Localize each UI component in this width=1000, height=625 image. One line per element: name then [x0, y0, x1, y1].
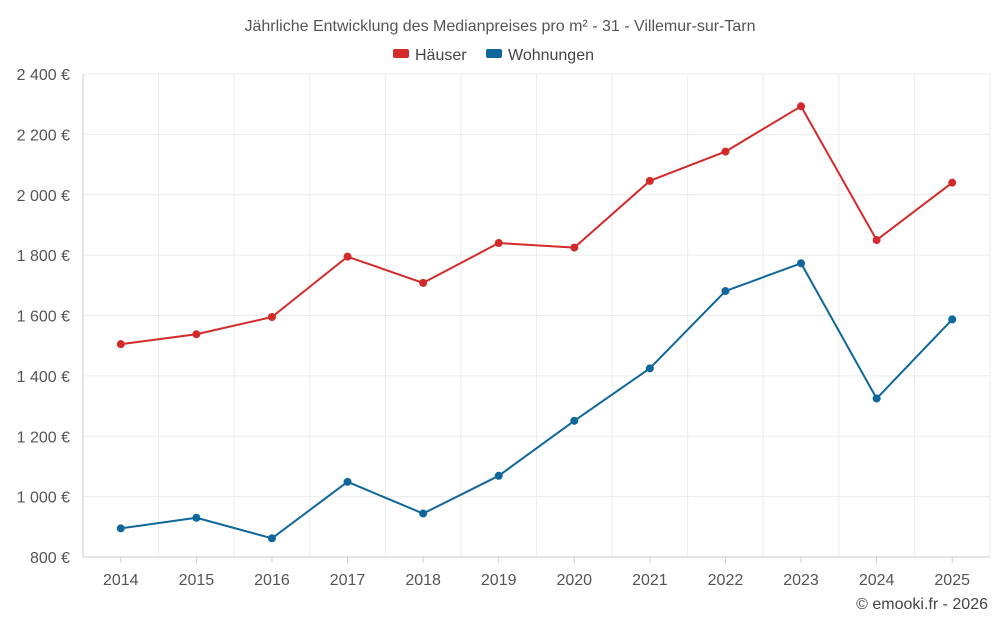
series-line-haeuser — [120, 105, 953, 346]
axes: 800 € 1 000 € 1 200 € 1 400 € 1 600 € 1 800 €… — [17, 67, 990, 589]
legend-label-haeuser: Häuser — [415, 47, 467, 64]
data-point-wohnungen[interactable] — [948, 315, 957, 324]
data-point-haeuser[interactable] — [721, 147, 730, 156]
y-tick-label: 2 200 € — [17, 127, 70, 144]
data-point-wohnungen[interactable] — [645, 364, 654, 373]
data-point-wohnungen[interactable] — [116, 524, 125, 533]
data-point-haeuser[interactable] — [948, 178, 957, 187]
grid — [83, 73, 991, 557]
data-point-wohnungen[interactable] — [872, 394, 881, 403]
x-tick-label: 2020 — [556, 572, 592, 589]
x-tick-label: 2024 — [859, 572, 895, 589]
data-point-haeuser[interactable] — [570, 243, 579, 252]
x-tick-label: 2015 — [179, 572, 215, 589]
data-point-haeuser[interactable] — [116, 340, 125, 349]
x-tick-label: 2022 — [708, 572, 744, 589]
legend: Häuser Wohnungen — [393, 47, 594, 64]
chart-title: Jährliche Entwicklung des Medianpreises … — [244, 18, 755, 35]
series-haeuser — [116, 102, 957, 349]
credit-text: © emooki.fr - 2026 — [856, 596, 988, 613]
legend-item-haeuser[interactable]: Häuser — [393, 47, 467, 64]
series-line-wohnungen — [120, 262, 953, 540]
data-point-wohnungen[interactable] — [570, 416, 579, 425]
data-point-wohnungen[interactable] — [721, 287, 730, 296]
x-tick-label: 2025 — [934, 572, 970, 589]
data-point-wohnungen[interactable] — [419, 509, 428, 518]
legend-swatch-wohnungen — [486, 49, 502, 58]
y-tick-label: 2 000 € — [17, 188, 70, 205]
data-point-haeuser[interactable] — [872, 236, 881, 245]
legend-item-wohnungen[interactable]: Wohnungen — [486, 47, 594, 64]
legend-label-wohnungen: Wohnungen — [508, 47, 594, 64]
data-point-wohnungen[interactable] — [494, 471, 503, 480]
series — [116, 102, 957, 543]
data-point-haeuser[interactable] — [267, 313, 276, 322]
data-point-haeuser[interactable] — [419, 278, 428, 287]
x-tick-label: 2014 — [103, 572, 139, 589]
y-tick-label: 1 200 € — [17, 429, 70, 446]
x-tick-label: 2019 — [481, 572, 517, 589]
x-tick-label: 2017 — [330, 572, 366, 589]
y-tick-label: 1 400 € — [17, 369, 70, 386]
data-point-haeuser[interactable] — [343, 252, 352, 261]
x-tick-label: 2023 — [783, 572, 819, 589]
data-point-wohnungen[interactable] — [192, 513, 201, 522]
data-point-haeuser[interactable] — [645, 176, 654, 185]
y-tick-label: 2 400 € — [17, 67, 70, 84]
x-tick-label: 2021 — [632, 572, 668, 589]
y-tick-label: 1 600 € — [17, 309, 70, 326]
legend-swatch-haeuser — [393, 49, 409, 58]
y-tick-label: 1 800 € — [17, 248, 70, 265]
x-tick-label: 2016 — [254, 572, 290, 589]
y-tick-label: 800 € — [30, 550, 70, 567]
data-point-haeuser[interactable] — [797, 102, 806, 111]
data-point-haeuser[interactable] — [192, 330, 201, 339]
y-tick-label: 1 000 € — [17, 490, 70, 507]
data-point-wohnungen[interactable] — [267, 534, 276, 543]
data-point-wohnungen[interactable] — [343, 477, 352, 486]
series-wohnungen — [116, 259, 957, 543]
data-point-wohnungen[interactable] — [797, 259, 806, 268]
data-point-haeuser[interactable] — [494, 239, 503, 248]
x-tick-label: 2018 — [405, 572, 441, 589]
